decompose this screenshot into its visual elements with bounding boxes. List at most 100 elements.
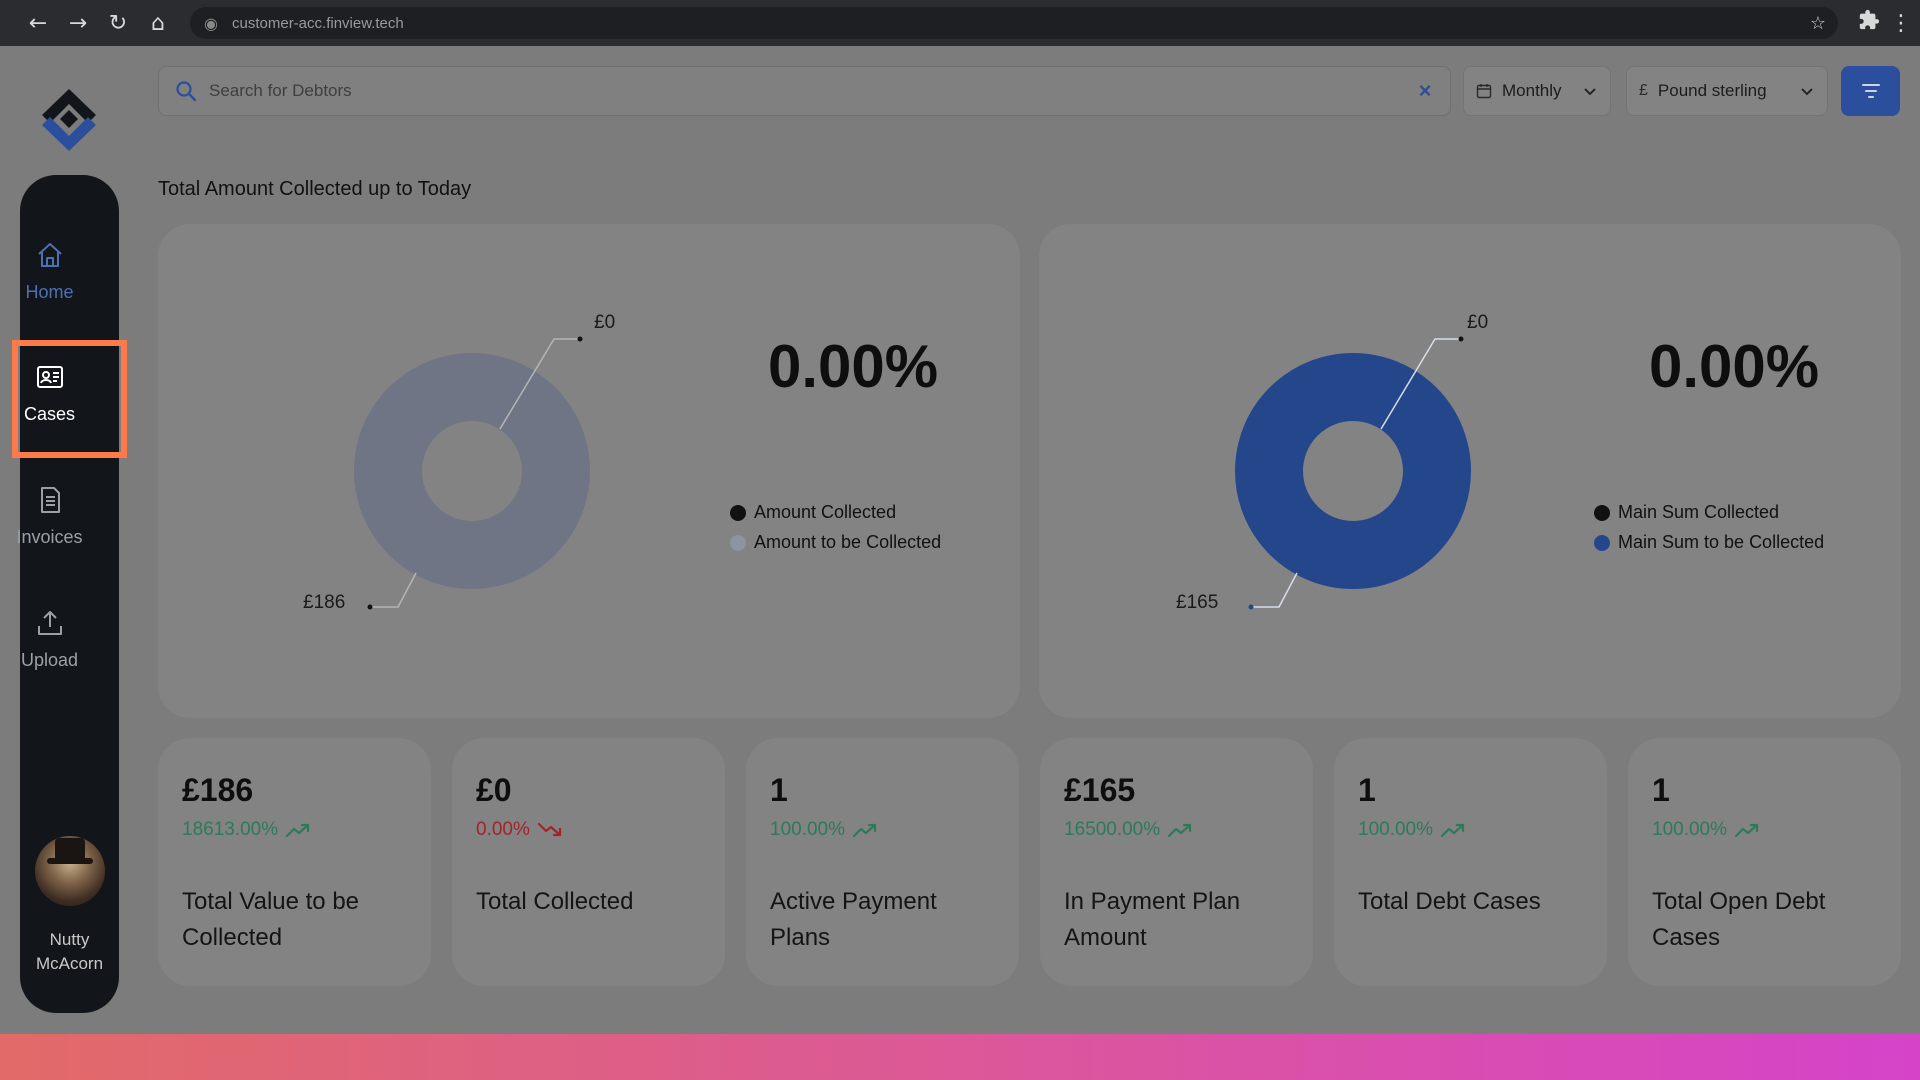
legend-dot — [1594, 504, 1610, 521]
stat-change: 100.00% — [1358, 819, 1465, 841]
avatar[interactable] — [34, 836, 105, 906]
currency-value: Pound sterling — [1657, 81, 1767, 100]
search-bar[interactable]: × — [158, 66, 1451, 116]
stat-change-text: 100.00% — [770, 819, 846, 840]
cases-highlight-box — [12, 340, 127, 458]
data-label-to-collect: £165 — [1176, 592, 1219, 613]
sidebar-item-upload[interactable]: Upload — [0, 608, 99, 671]
currency-select[interactable]: £ Pound sterling — [1626, 66, 1828, 116]
legend-dot — [730, 504, 746, 521]
stat-change-text: 100.00% — [1358, 819, 1434, 840]
collected-percent: 0.00% — [768, 333, 939, 400]
leader-dot — [1458, 336, 1464, 342]
leader-line — [499, 338, 580, 430]
data-label-to-collect: £186 — [303, 592, 346, 613]
stat-change-text: 0.00% — [476, 819, 530, 840]
stat-change-text: 18613.00% — [182, 819, 279, 840]
close-icon[interactable]: × — [1418, 78, 1432, 103]
stat-card-total-value[interactable]: £186 18613.00% Total Value to be Collect… — [158, 738, 431, 986]
calendar-icon — [1476, 84, 1492, 99]
stat-card-active-plans[interactable]: 1 100.00% Active Payment Plans — [746, 738, 1019, 986]
legend-item: Amount Collected — [730, 502, 941, 523]
user-name: Nutty McAcorn — [35, 930, 104, 973]
legend-item: Main Sum Collected — [1594, 502, 1824, 523]
stat-value: £0 — [476, 772, 512, 808]
leader-dot — [367, 604, 373, 610]
user-profile[interactable]: Nutty McAcorn — [20, 836, 119, 976]
extensions-icon[interactable] — [1858, 9, 1880, 37]
leader-dot — [1248, 604, 1254, 610]
donut-slice[interactable] — [354, 353, 590, 589]
legend-label: Amount to be Collected — [754, 532, 942, 552]
leader-line — [370, 572, 417, 608]
legend-item: Main Sum to be Collected — [1594, 532, 1824, 553]
data-label-collected: £0 — [594, 312, 616, 333]
chevron-down-icon — [1584, 88, 1596, 96]
browser-toolbar: ← → ↻ ⌂ ◉ customer-acc.finview.tech ☆ ⋮ — [0, 0, 1920, 46]
stat-label: Total Collected — [476, 888, 634, 915]
legend-dot — [730, 534, 746, 551]
stat-value: £186 — [182, 772, 254, 808]
forward-icon[interactable]: → — [68, 10, 88, 36]
search-input[interactable] — [209, 81, 1414, 101]
stat-value: 1 — [1358, 772, 1376, 808]
legend-item: Amount to be Collected — [730, 532, 941, 553]
filter-button[interactable] — [1841, 66, 1900, 116]
sidebar-item-label: Invoices — [16, 527, 83, 547]
legend-label: Main Sum Collected — [1618, 502, 1780, 522]
reload-icon[interactable]: ↻ — [108, 10, 128, 36]
home-icon — [37, 243, 62, 267]
stat-value: 1 — [770, 772, 788, 808]
filter-icon — [1861, 84, 1880, 98]
sidebar-item-cases[interactable]: Cases — [0, 362, 99, 425]
menu-dots-icon[interactable]: ⋮ — [1890, 10, 1912, 35]
stat-change: 0.00% — [476, 819, 562, 841]
trend-up-icon — [286, 823, 310, 838]
stat-card-payment-plan-amount[interactable]: £165 16500.00% In Payment Plan Amount — [1040, 738, 1313, 986]
stat-label: Total Value to be Collected — [182, 888, 360, 951]
stat-change: 16500.00% — [1064, 819, 1192, 841]
trend-up-icon — [1735, 823, 1759, 838]
chevron-down-icon — [1801, 88, 1813, 96]
donut-chart-amount — [354, 336, 590, 610]
site-info-icon[interactable]: ◉ — [204, 16, 218, 33]
sidebar-item-label: Home — [25, 282, 74, 302]
stat-change-text: 100.00% — [1652, 819, 1728, 840]
home-icon[interactable]: ⌂ — [151, 10, 165, 36]
trend-up-icon — [1441, 823, 1465, 838]
donut-chart-main-sum — [1235, 336, 1471, 610]
chart-card-main-sum: £0 £165 0.00% Main Sum Collected Main Su… — [1039, 224, 1901, 718]
search-icon — [176, 81, 197, 102]
stat-change: 18613.00% — [182, 819, 310, 841]
stat-change-text: 16500.00% — [1064, 819, 1161, 840]
trend-down-icon — [537, 822, 561, 837]
leader-line — [1251, 572, 1298, 608]
sidebar-item-home[interactable]: Home — [0, 240, 99, 303]
period-select[interactable]: Monthly — [1463, 66, 1611, 116]
back-icon[interactable]: ← — [28, 10, 48, 36]
sidebar-item-invoices[interactable]: Invoices — [0, 485, 99, 548]
donut-slice[interactable] — [1235, 353, 1471, 589]
stat-label: Total Open Debt Cases — [1652, 888, 1826, 951]
stat-label: In Payment Plan Amount — [1064, 888, 1241, 951]
stat-label: Total Debt Cases — [1358, 888, 1541, 915]
address-bar[interactable]: ◉ customer-acc.finview.tech ☆ — [190, 7, 1838, 39]
legend-label: Main Sum to be Collected — [1618, 532, 1825, 552]
sidebar-item-label: Upload — [20, 650, 79, 670]
data-label-collected: £0 — [1467, 312, 1489, 333]
bookmark-star-icon[interactable]: ☆ — [1809, 12, 1827, 33]
stat-card-open-debt-cases[interactable]: 1 100.00% Total Open Debt Cases — [1628, 738, 1901, 986]
stat-card-debt-cases[interactable]: 1 100.00% Total Debt Cases — [1334, 738, 1607, 986]
leader-line — [1380, 338, 1461, 430]
finview-logo — [42, 89, 96, 151]
bottom-gradient-bar — [0, 1034, 1920, 1080]
stat-change: 100.00% — [1652, 819, 1759, 841]
id-card-icon — [36, 366, 63, 388]
stat-card-total-collected[interactable]: £0 0.00% Total Collected — [452, 738, 725, 986]
chart-legend: Main Sum Collected Main Sum to be Collec… — [1594, 502, 1824, 562]
upload-icon — [37, 611, 62, 635]
stat-change: 100.00% — [770, 819, 877, 841]
section-title: Total Amount Collected up to Today — [158, 178, 472, 200]
pound-icon: £ — [1639, 82, 1648, 99]
chart-card-amount: £0 £186 0.00% Amount Collected Amount to… — [158, 224, 1020, 718]
